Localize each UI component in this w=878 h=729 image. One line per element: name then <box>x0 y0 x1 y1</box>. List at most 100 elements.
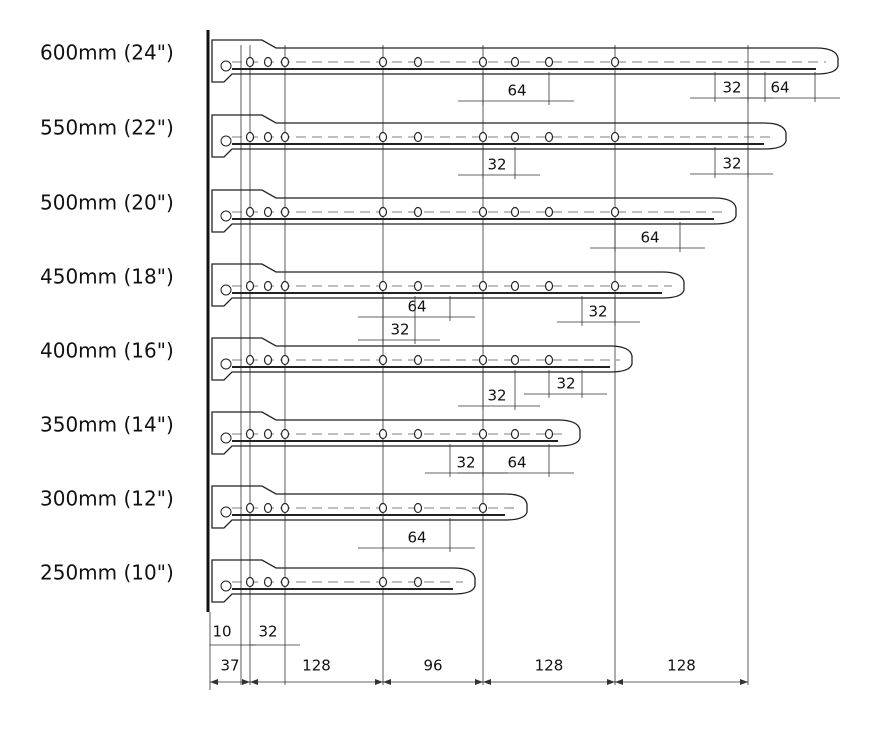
hole <box>544 354 554 366</box>
dim-label: 64 <box>407 529 426 547</box>
hole <box>220 60 232 72</box>
hole <box>245 428 255 440</box>
hole <box>413 56 423 68</box>
hole <box>280 56 290 68</box>
hole <box>510 428 520 440</box>
hole <box>263 428 273 440</box>
dim-label: 32 <box>390 321 409 339</box>
hole <box>280 131 290 143</box>
hole <box>220 432 232 444</box>
rail-label: 250mm (10") <box>40 561 174 585</box>
hole <box>610 131 620 143</box>
hole <box>544 428 554 440</box>
hole <box>413 131 423 143</box>
hole <box>280 354 290 366</box>
dim-label: 32 <box>487 387 506 405</box>
dim-label: 32 <box>258 623 277 641</box>
hole <box>378 354 388 366</box>
hole <box>245 354 255 366</box>
dim-label: 32 <box>588 303 607 321</box>
hole <box>280 206 290 218</box>
hole <box>378 206 388 218</box>
hole <box>544 131 554 143</box>
rail-label: 550mm (22") <box>40 116 174 140</box>
dim-label: 96 <box>423 657 442 675</box>
hole <box>245 56 255 68</box>
hole <box>413 206 423 218</box>
hole <box>378 576 388 588</box>
hole <box>220 135 232 147</box>
dim-label: 128 <box>667 657 696 675</box>
rail <box>211 337 633 381</box>
hole <box>378 56 388 68</box>
hole <box>478 428 488 440</box>
hole <box>378 502 388 514</box>
rail-label: 500mm (20") <box>40 191 174 215</box>
hole <box>378 131 388 143</box>
hole <box>280 502 290 514</box>
dim-label: 32 <box>722 79 741 97</box>
hole <box>263 131 273 143</box>
hole <box>413 428 423 440</box>
dim-label: 32 <box>556 375 575 393</box>
hole <box>245 502 255 514</box>
dim-label: 128 <box>535 657 564 675</box>
dim-label: 32 <box>722 155 741 173</box>
hole <box>280 280 290 292</box>
hole <box>510 131 520 143</box>
dim-label: 64 <box>507 454 526 472</box>
hole <box>378 280 388 292</box>
rail <box>211 263 685 307</box>
hole <box>413 502 423 514</box>
hole <box>413 280 423 292</box>
hole <box>610 56 620 68</box>
rail-label: 600mm (24") <box>40 41 174 65</box>
dim-label: 37 <box>220 657 239 675</box>
hole <box>263 576 273 588</box>
dim-label: 32 <box>487 156 506 174</box>
hole <box>280 428 290 440</box>
hole <box>280 576 290 588</box>
hole <box>220 210 232 222</box>
rail <box>211 411 581 455</box>
hole <box>510 280 520 292</box>
hole <box>478 354 488 366</box>
hole <box>478 56 488 68</box>
hole <box>478 280 488 292</box>
rail <box>211 114 787 158</box>
hole <box>478 131 488 143</box>
rail <box>211 485 528 529</box>
hole <box>263 502 273 514</box>
dim-label: 64 <box>640 229 659 247</box>
hole <box>220 358 232 370</box>
dim-label: 128 <box>302 657 331 675</box>
rail-label: 450mm (18") <box>40 265 174 289</box>
hole <box>245 280 255 292</box>
hole <box>413 354 423 366</box>
rail-label: 300mm (12") <box>40 487 174 511</box>
hole <box>245 576 255 588</box>
hole <box>220 506 232 518</box>
hole <box>263 206 273 218</box>
dim-label: 64 <box>407 298 426 316</box>
rail <box>211 559 476 603</box>
hole <box>544 56 554 68</box>
rail <box>211 189 737 233</box>
rail-label: 400mm (16") <box>40 339 174 363</box>
hole <box>478 206 488 218</box>
hole <box>245 206 255 218</box>
hole <box>610 280 620 292</box>
hole <box>478 502 488 514</box>
dim-label: 10 <box>212 623 231 641</box>
hole <box>544 280 554 292</box>
rail <box>211 39 839 83</box>
hole <box>263 280 273 292</box>
hole <box>263 56 273 68</box>
hole <box>220 580 232 592</box>
hole <box>263 354 273 366</box>
hole <box>413 576 423 588</box>
hole <box>510 206 520 218</box>
hole <box>378 428 388 440</box>
dim-label: 32 <box>456 454 475 472</box>
